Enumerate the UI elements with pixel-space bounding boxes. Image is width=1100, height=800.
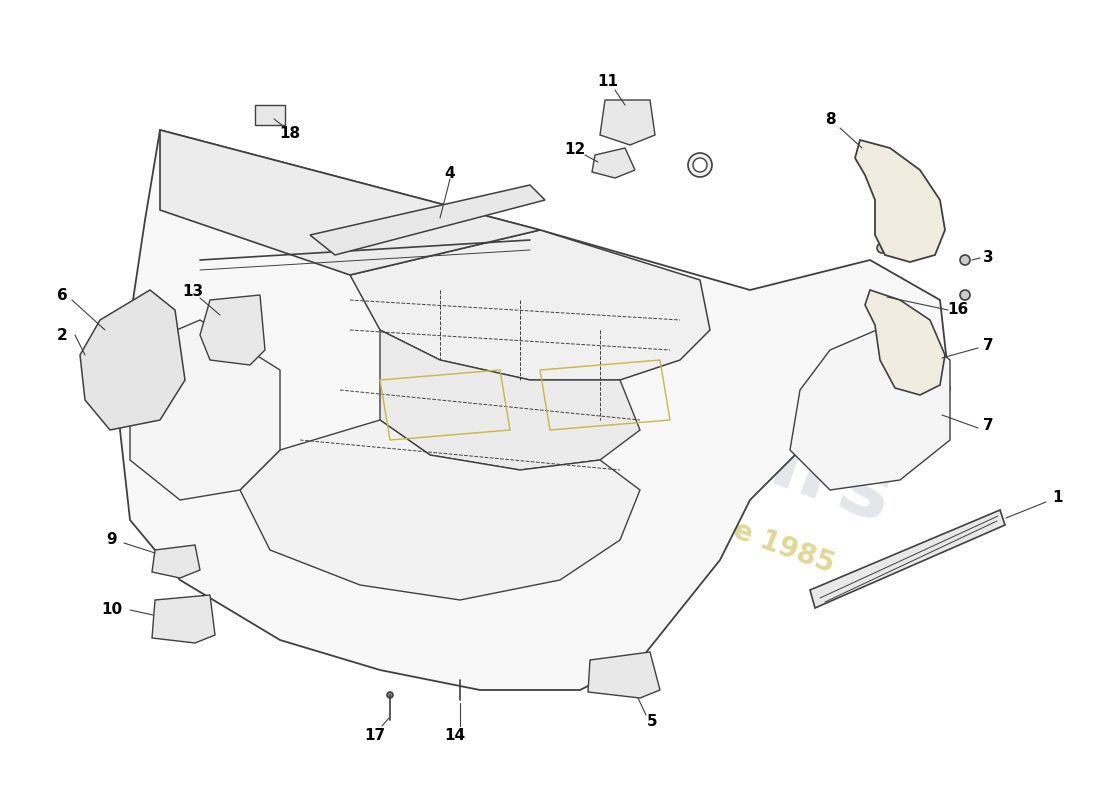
Circle shape	[166, 604, 174, 612]
Circle shape	[246, 341, 254, 349]
Text: 5: 5	[647, 714, 658, 730]
Circle shape	[910, 195, 920, 205]
Text: 10: 10	[101, 602, 122, 618]
Polygon shape	[379, 330, 640, 470]
Text: 8: 8	[825, 113, 835, 127]
Circle shape	[890, 373, 900, 383]
Circle shape	[385, 525, 415, 555]
Circle shape	[608, 448, 632, 472]
Circle shape	[638, 124, 646, 132]
Circle shape	[631, 679, 641, 689]
Polygon shape	[865, 290, 945, 395]
Text: 13: 13	[183, 285, 204, 299]
Text: 16: 16	[947, 302, 969, 318]
Circle shape	[690, 410, 710, 430]
Text: eurocars: eurocars	[476, 318, 904, 542]
Circle shape	[103, 326, 111, 334]
Text: 17: 17	[364, 727, 386, 742]
Circle shape	[693, 158, 707, 172]
Text: 14: 14	[444, 727, 465, 742]
Polygon shape	[592, 148, 635, 178]
Circle shape	[148, 384, 161, 396]
Text: 18: 18	[279, 126, 300, 141]
Text: 7: 7	[982, 338, 993, 353]
Circle shape	[496, 194, 504, 202]
Polygon shape	[790, 320, 950, 490]
Circle shape	[179, 552, 185, 558]
Polygon shape	[200, 295, 265, 365]
Circle shape	[122, 352, 138, 368]
Polygon shape	[152, 545, 200, 578]
Circle shape	[456, 677, 463, 683]
Circle shape	[895, 160, 905, 170]
Polygon shape	[240, 420, 640, 600]
Circle shape	[630, 663, 640, 673]
Circle shape	[165, 555, 170, 561]
Polygon shape	[350, 230, 710, 380]
Circle shape	[546, 576, 574, 604]
Text: 4: 4	[444, 166, 455, 181]
Circle shape	[874, 290, 886, 300]
Text: 7: 7	[982, 418, 993, 433]
Circle shape	[688, 153, 712, 177]
Circle shape	[877, 243, 887, 253]
Polygon shape	[855, 140, 945, 262]
Circle shape	[192, 624, 200, 632]
Polygon shape	[160, 130, 540, 275]
Polygon shape	[80, 290, 185, 430]
Circle shape	[626, 111, 634, 119]
Polygon shape	[810, 510, 1005, 608]
Circle shape	[387, 692, 393, 698]
Circle shape	[220, 330, 230, 340]
Polygon shape	[120, 130, 950, 690]
Text: 3: 3	[982, 250, 993, 266]
Polygon shape	[600, 100, 654, 145]
Text: 2: 2	[56, 327, 67, 342]
Circle shape	[610, 159, 618, 167]
Circle shape	[167, 567, 173, 573]
Circle shape	[605, 665, 615, 675]
Circle shape	[386, 221, 394, 229]
Polygon shape	[310, 185, 544, 255]
Text: 11: 11	[597, 74, 618, 90]
Text: 1: 1	[1053, 490, 1064, 506]
Circle shape	[166, 624, 174, 632]
Polygon shape	[130, 320, 280, 500]
Polygon shape	[152, 595, 214, 643]
Circle shape	[182, 565, 187, 571]
Circle shape	[900, 325, 910, 335]
Circle shape	[191, 604, 199, 612]
Bar	[255, 105, 285, 125]
Circle shape	[960, 255, 970, 265]
Circle shape	[446, 206, 454, 214]
Circle shape	[342, 472, 358, 488]
Text: 9: 9	[107, 533, 118, 547]
Circle shape	[520, 480, 560, 520]
Circle shape	[442, 372, 478, 408]
Circle shape	[905, 230, 915, 240]
Text: 12: 12	[564, 142, 585, 158]
Text: a passion since 1985: a passion since 1985	[521, 441, 838, 579]
Circle shape	[241, 316, 249, 324]
Circle shape	[910, 355, 920, 365]
Circle shape	[960, 290, 970, 300]
Text: 6: 6	[56, 287, 67, 302]
Circle shape	[616, 124, 624, 132]
Polygon shape	[588, 652, 660, 698]
